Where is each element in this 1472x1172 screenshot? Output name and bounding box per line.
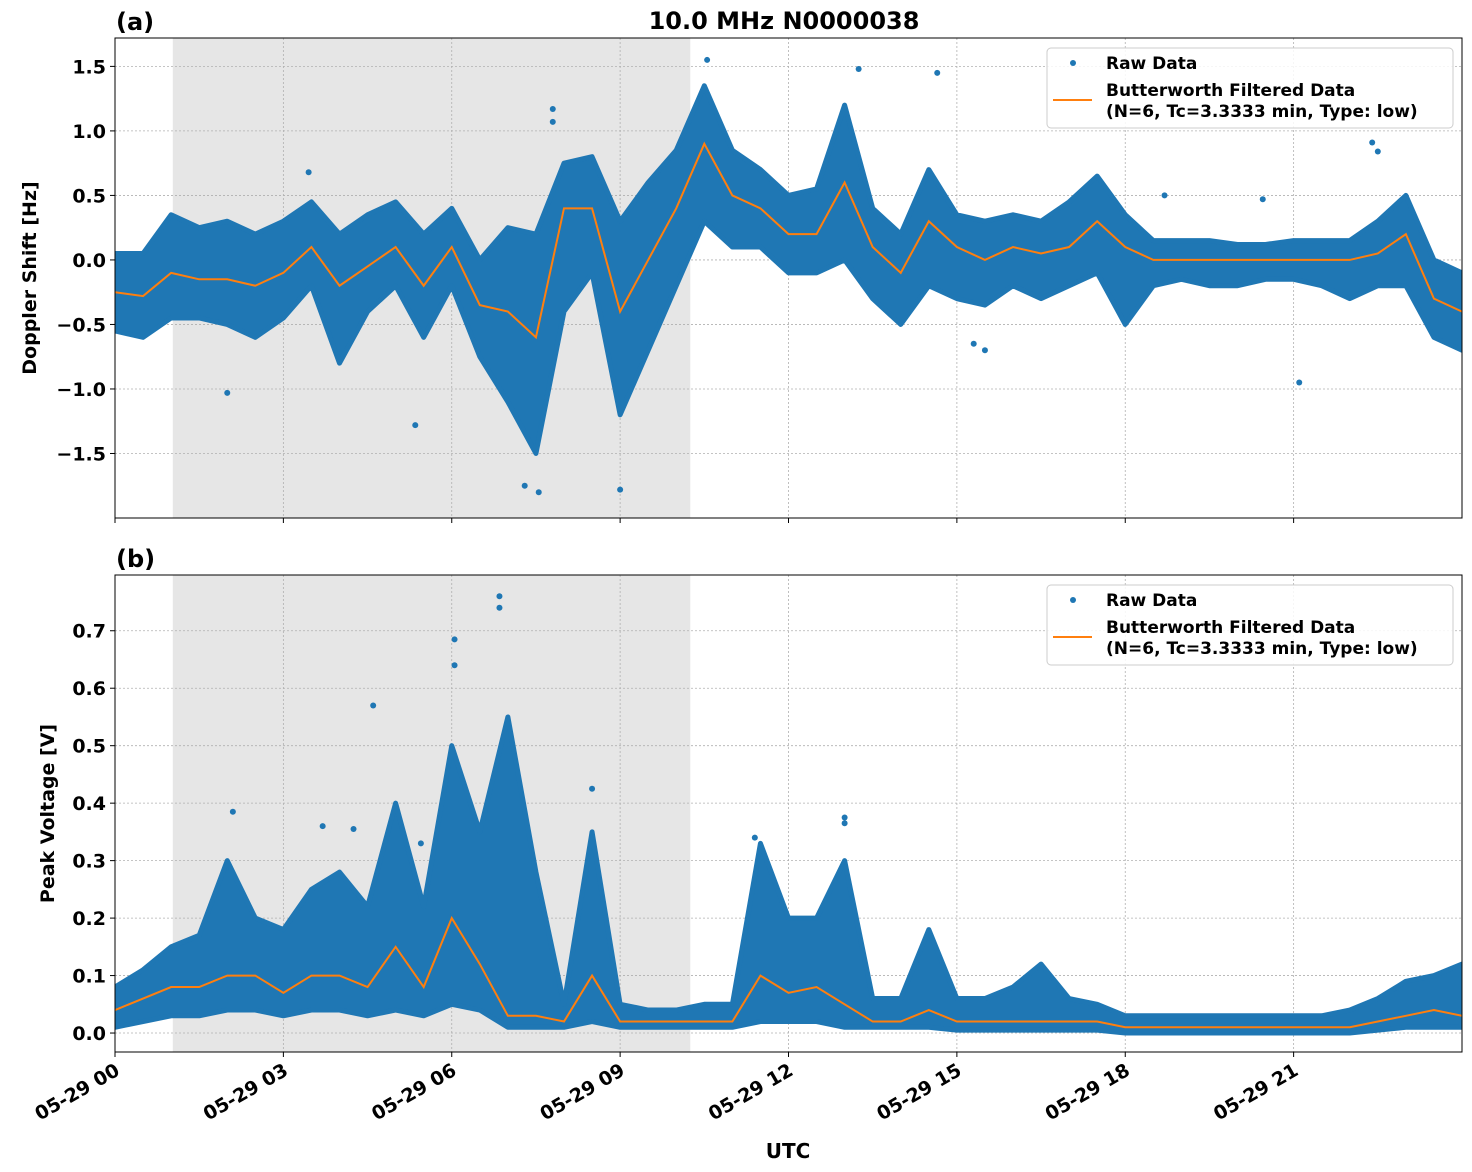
legend-box [1046,584,1454,666]
legend-filtered-params: (N=6, Tc=3.3333 min, Type: low) [1106,639,1418,659]
raw-data-point [934,69,941,76]
filtered-data-line [115,915,1462,1029]
legend: Raw Data Butterworth Filtered Data(N=6, T… [1046,584,1454,666]
panel-label: (b) [116,545,155,573]
raw-data-point [319,823,326,830]
x-tick-label: 05-29 18 [1041,1059,1133,1125]
x-tick-label: 05-29 03 [200,1059,292,1125]
raw-data-point [229,808,236,815]
raw-data-point [370,702,377,709]
raw-data-point [350,826,357,833]
x-tick-label: 05-29 21 [1210,1059,1302,1125]
legend-box [1046,47,1454,129]
raw-data-point [451,662,458,669]
raw-data-point [417,840,424,847]
y-axis-label: Peak Voltage [V] [37,724,59,903]
raw-data-point [521,482,528,489]
raw-data-point [1296,379,1303,386]
y-tick-label: 1.0 [72,121,106,143]
y-tick-label: 0.5 [72,185,106,207]
x-tick-label: 05-29 09 [536,1059,628,1125]
raw-data-point [535,489,542,496]
raw-data-point [841,814,848,821]
raw-data-point [1374,148,1381,155]
legend: Raw Data Butterworth Filtered Data(N=6, T… [1046,47,1454,129]
raw-data-point [305,169,312,176]
legend-raw-marker [1070,60,1076,66]
x-axis-label: UTC [766,1139,811,1163]
raw-data-point [981,347,988,354]
y-tick-label: 0.4 [72,793,106,815]
raw-data-point [451,636,458,643]
y-tick-label: 0.5 [72,736,106,758]
raw-data-point [970,340,977,347]
legend-raw-marker [1070,597,1076,603]
figure-title: 10.0 MHz N0000038 [649,7,920,35]
raw-data-point [704,56,711,63]
legend-raw-label: Raw Data [1106,54,1197,74]
y-axis-label: Doppler Shift [Hz] [19,181,41,374]
raw-data-point [589,785,596,792]
y-tick-label: −0.5 [56,314,106,336]
raw-data-point [412,422,419,429]
y-tick-label: −1.5 [56,443,106,465]
y-tick-label: 0.3 [72,851,106,873]
x-tick-label: 05-29 06 [368,1059,460,1125]
raw-data-point [1259,196,1266,203]
raw-data-point [1161,192,1168,199]
panel-label: (a) [116,8,154,36]
legend-raw-label: Raw Data [1106,591,1197,611]
raw-data-point [841,820,848,827]
legend-filtered-label: Butterworth Filtered Data [1106,81,1355,101]
y-tick-label: 1.5 [72,56,106,78]
raw-data-point [549,105,556,112]
x-tick-label: 05-29 12 [705,1059,797,1125]
y-tick-label: −1.0 [56,379,106,401]
raw-data-point [617,486,624,493]
raw-data-point [751,834,758,841]
y-tick-label: 0.0 [72,250,106,272]
x-tick-label: 05-29 00 [31,1059,123,1125]
raw-data-point [496,593,503,600]
legend-filtered-params: (N=6, Tc=3.3333 min, Type: low) [1106,102,1418,122]
y-tick-label: 0.2 [72,908,106,930]
panel-b-peak-voltage: 0.0 0.1 0.2 0.3 0.4 0.5 0.6 0.7 05-29 00 05-29 03… [31,545,1463,1125]
panel-a-doppler: −1.5 −1.0 −0.5 0.0 0.5 1.0 1.5 (a) Doppler Shift… [19,8,1463,523]
raw-data-band [115,714,1462,1036]
x-tick-label: 05-29 15 [873,1059,965,1125]
y-tick-label: 0.0 [72,1023,106,1045]
y-tick-label: 0.7 [72,621,106,643]
filtered-data-line [115,141,1462,340]
raw-data-point [224,389,231,396]
raw-data-band [115,83,1462,456]
legend-filtered-label: Butterworth Filtered Data [1106,618,1355,638]
raw-data-point [549,118,556,125]
raw-data-point [1369,139,1376,146]
raw-data-point [496,604,503,611]
y-tick-label: 0.1 [72,966,106,988]
raw-data-point [855,65,862,72]
y-tick-label: 0.6 [72,678,106,700]
